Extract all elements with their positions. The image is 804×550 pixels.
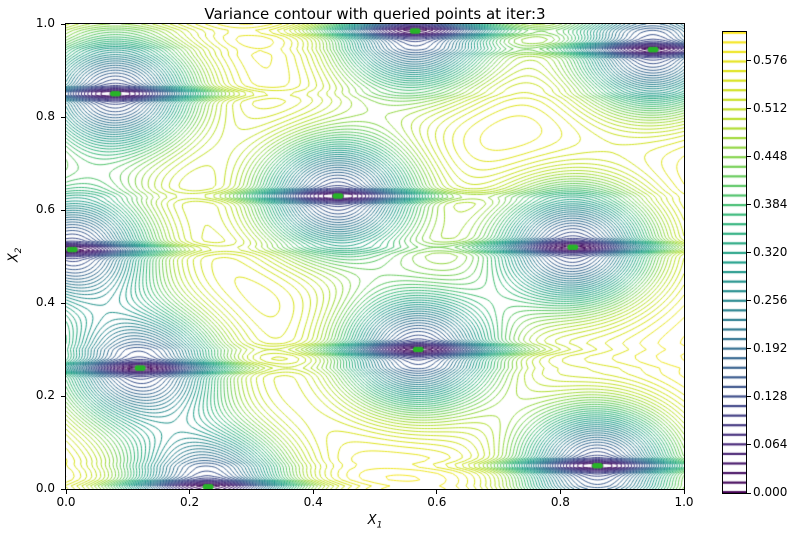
colorbar-tick-mark [747,396,751,398]
x-tick-label: 0.6 [427,495,447,509]
y-tick-label: 0.4 [35,295,55,309]
colorbar-tick-label: 0.320 [753,244,788,259]
y-tick-label: 0.8 [35,109,55,123]
x-tick-mark [559,490,561,494]
colorbar-canvas [723,32,746,493]
colorbar-tick-mark [747,156,751,158]
x-axis-label: X1 [65,513,685,531]
y-tick-label: 0.6 [35,202,55,216]
colorbar-tick-mark [747,492,751,494]
colorbar-tick-mark [747,300,751,302]
y-tick-mark [61,395,65,397]
plot-area [65,23,685,490]
y-axis-label-subscript: 2 [14,247,25,254]
colorbar [722,31,747,494]
x-axis-label-subscript: 1 [376,520,383,531]
contour-canvas [66,24,684,489]
colorbar-tick-mark [747,348,751,350]
x-tick-mark [65,490,67,494]
colorbar-tick-mark [747,444,751,446]
x-tick-mark [683,490,685,494]
y-tick-mark [61,488,65,490]
y-tick-mark [61,23,65,25]
colorbar-tick-mark [747,60,751,62]
x-tick-label: 1.0 [674,495,694,509]
colorbar-tick-label: 0.384 [753,196,788,211]
x-tick-mark [436,490,438,494]
x-axis-label-base: X [367,513,377,528]
y-tick-label: 0.0 [35,481,55,495]
chart-title: Variance contour with queried points at … [204,5,546,23]
y-tick-mark [61,302,65,304]
colorbar-tick-label: 0.512 [753,100,788,115]
colorbar-tick-mark [747,204,751,206]
colorbar-tick-label: 0.000 [753,485,788,499]
colorbar-tick-label: 0.128 [753,388,788,403]
y-axis-label: X2 [7,247,25,262]
colorbar-tick-mark [747,252,751,254]
x-tick-mark [189,490,191,494]
colorbar-tick-mark [747,108,751,110]
x-tick-mark [312,490,314,494]
colorbar-tick-label: 0.576 [753,52,788,67]
colorbar-tick-label: 0.064 [753,436,788,451]
y-tick-label: 1.0 [35,16,55,30]
x-tick-label: 0.4 [303,495,323,509]
y-tick-mark [61,209,65,211]
x-tick-label: 0.2 [180,495,200,509]
x-tick-label: 0.8 [550,495,570,509]
colorbar-tick-label: 0.448 [753,148,788,163]
colorbar-tick-label: 0.256 [753,292,788,307]
y-axis-label-base: X [6,253,22,263]
y-tick-mark [61,116,65,118]
x-tick-label: 0.0 [56,495,76,509]
y-tick-label: 0.2 [35,388,55,402]
colorbar-tick-label: 0.192 [753,340,788,355]
